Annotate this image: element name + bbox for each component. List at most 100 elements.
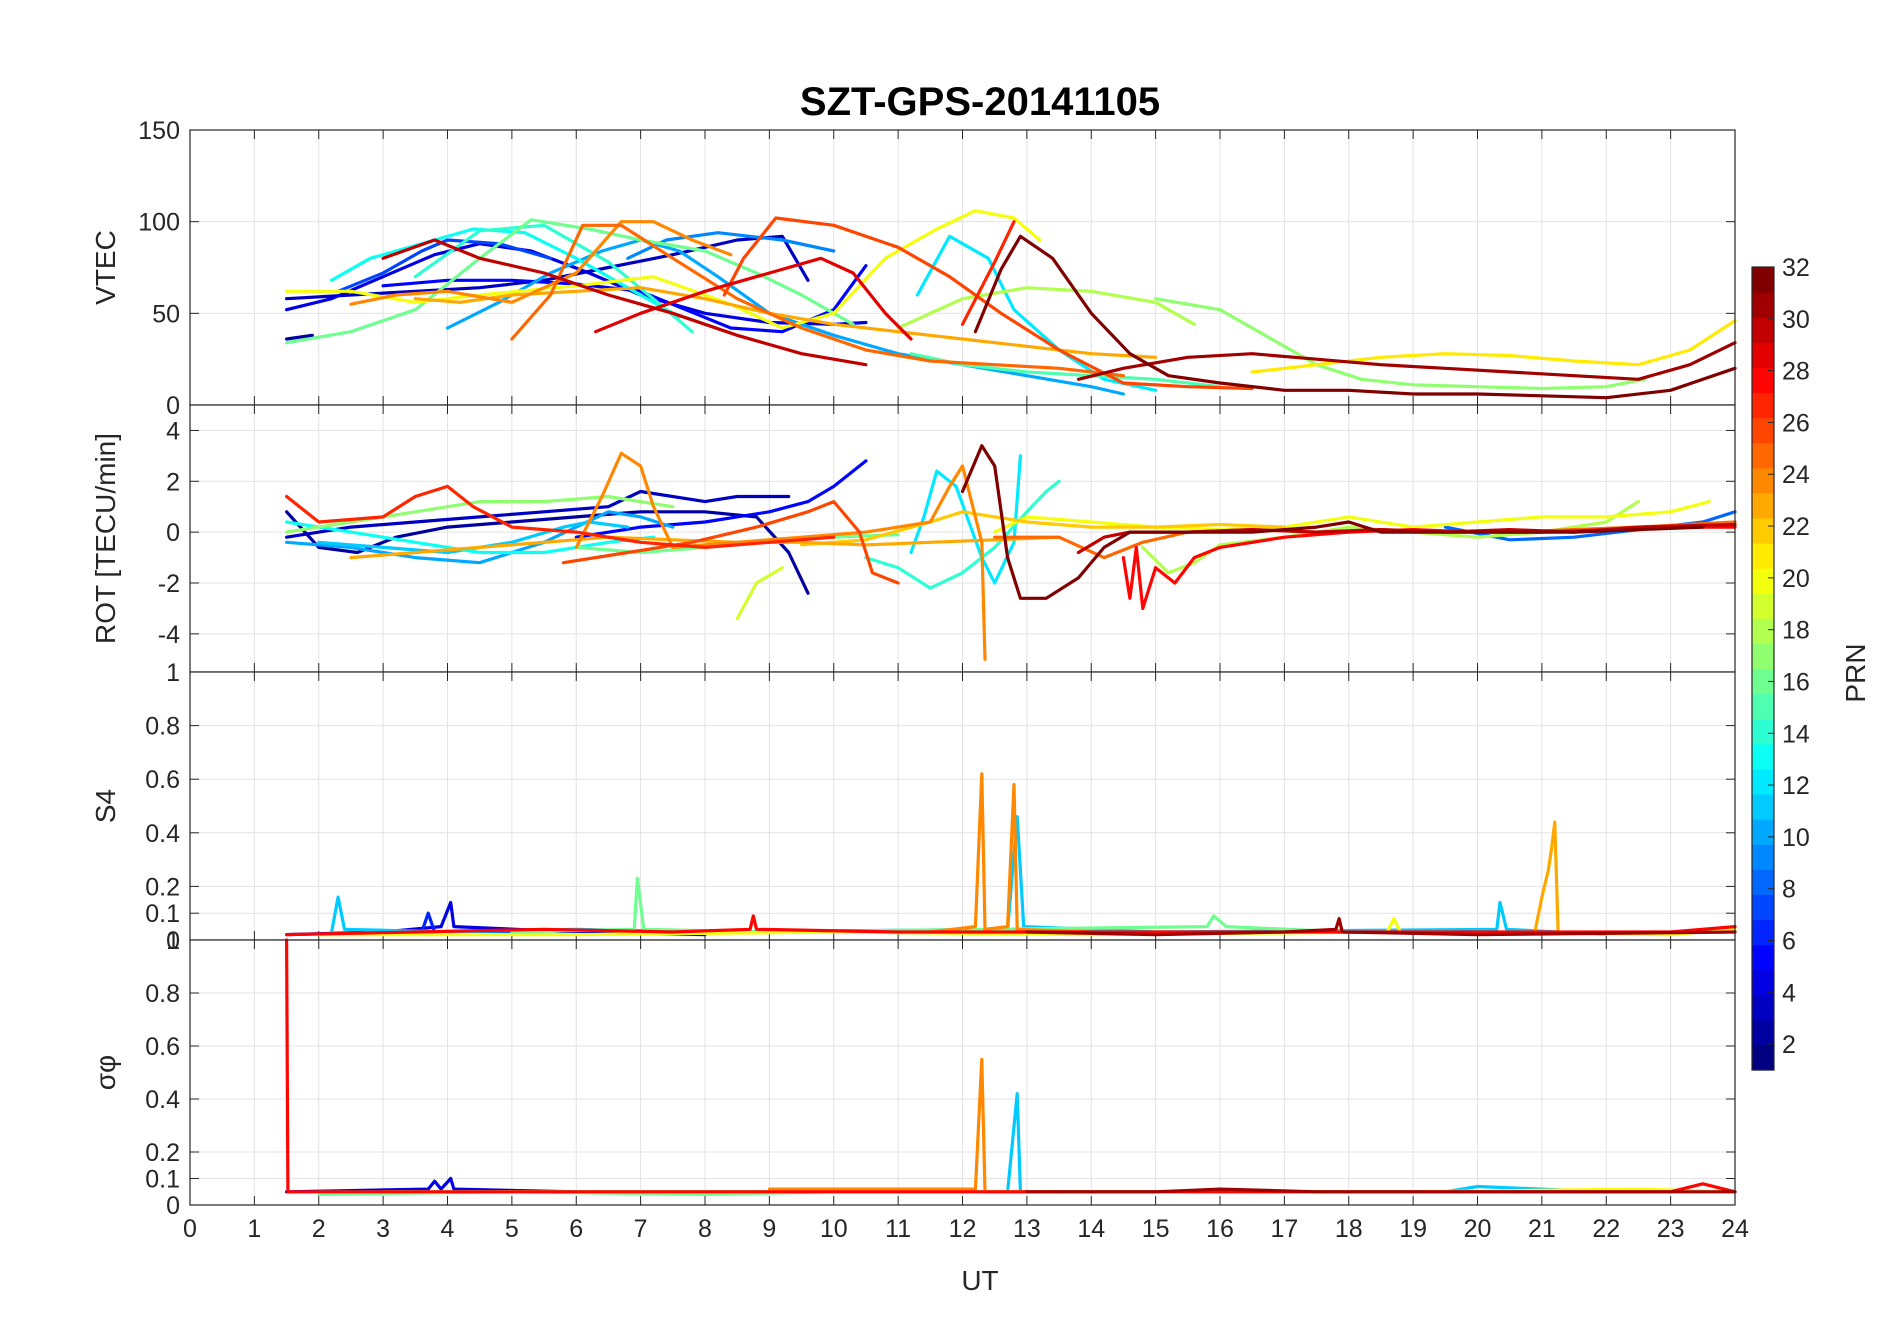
colorbar-tick-label: 10	[1782, 824, 1810, 852]
y-tick-label: 150	[138, 117, 180, 145]
series-line-prn-29	[594, 256, 913, 341]
colorbar-segment	[1752, 292, 1774, 318]
x-tick-label: 2	[312, 1215, 326, 1243]
x-tick-label: 13	[1013, 1215, 1041, 1243]
x-tick-label: 0	[183, 1215, 197, 1243]
series-line-prn-20	[993, 500, 1711, 534]
series-line-prn-5	[574, 459, 868, 539]
x-tick-label: 6	[569, 1215, 583, 1243]
x-tick-label: 11	[885, 1215, 911, 1243]
series-line-prn-25	[510, 223, 1125, 378]
series-line-prn-24	[574, 451, 987, 661]
y-tick-label: 0.1	[145, 900, 180, 928]
series-line-prn-8	[1443, 510, 1737, 542]
colorbar-segment	[1752, 643, 1774, 670]
colorbar-tick-label: 8	[1782, 876, 1796, 904]
colorbar-segment	[1752, 267, 1774, 293]
series-line-prn-27	[285, 484, 836, 549]
colorbar-segment	[1752, 543, 1774, 569]
colorbar-segment	[1752, 944, 1774, 971]
series-line-prn-17	[285, 494, 675, 534]
y-tick-label: 0.6	[145, 766, 180, 794]
series-line-prn-26	[722, 216, 1254, 391]
y-tick-label: 0.2	[145, 1139, 180, 1167]
y-tick-label: 0	[166, 1192, 180, 1220]
colorbar-segment	[1752, 342, 1774, 368]
series-line-prn-31	[1076, 341, 1737, 381]
colorbar-segment	[1752, 793, 1774, 820]
colorbar-segment	[1752, 442, 1774, 469]
colorbar-tick-label: 2	[1782, 1031, 1796, 1059]
colorbar-tick-label: 6	[1782, 927, 1796, 955]
series-line-prn-19	[735, 566, 784, 621]
colorbar-segment	[1752, 668, 1774, 695]
y-tick-label: 0	[166, 927, 180, 955]
colorbar-tick-label: 12	[1782, 772, 1810, 800]
y-tick-label: 0	[166, 519, 180, 547]
series-line-prn-10	[445, 238, 1125, 396]
y-tick-label: -2	[158, 570, 180, 598]
colorbar-segment	[1752, 994, 1774, 1021]
x-tick-label: 10	[820, 1215, 848, 1243]
x-tick-label: 12	[949, 1215, 977, 1243]
series-line-prn-17	[1154, 297, 1647, 391]
colorbar-frame	[1751, 266, 1775, 1071]
chart-title: SZT-GPS-20141105	[800, 80, 1160, 124]
y-tick-label: 0.8	[145, 980, 180, 1008]
y-tick-label: 0.8	[145, 713, 180, 741]
colorbar-segment	[1752, 367, 1774, 394]
colorbar-segment	[1752, 919, 1774, 946]
x-tick-label: 18	[1335, 1215, 1363, 1243]
x-tick-label: 23	[1657, 1215, 1685, 1243]
series-line-prn-4	[285, 1176, 578, 1194]
y-axis-label: σφ	[90, 1055, 121, 1090]
colorbar-segment	[1752, 969, 1774, 996]
y-tick-label: 1	[166, 659, 180, 687]
colorbar-tick-label: 18	[1782, 617, 1810, 645]
colorbar-tick-label: 20	[1782, 565, 1810, 593]
colorbar-segment	[1752, 819, 1774, 845]
series-line-prn-31	[1025, 917, 1737, 937]
colorbar-segment	[1752, 693, 1774, 720]
x-tick-label: 19	[1399, 1215, 1427, 1243]
series-line-prn-2	[285, 333, 314, 341]
colorbar-segment	[1752, 392, 1774, 419]
y-tick-label: -4	[158, 621, 180, 649]
series-line-prn-16	[285, 218, 855, 345]
x-tick-label: 5	[505, 1215, 519, 1243]
colorbar-segment	[1752, 1044, 1774, 1071]
colorbar-segment	[1752, 1019, 1774, 1046]
series-line-prn-14	[413, 223, 694, 334]
series-line-prn-4	[285, 242, 868, 326]
x-tick-label: 8	[698, 1215, 712, 1243]
panel-rot: -4 -2 0 2 4 ROT [TECU/min]	[90, 404, 1737, 673]
series-line-prn-23	[1533, 820, 1560, 931]
colorbar-segment	[1752, 593, 1774, 619]
series-line-prn-32	[973, 234, 1737, 400]
colorbar-segment	[1752, 718, 1774, 745]
y-tick-label: 50	[152, 300, 180, 328]
x-tick-label: 16	[1206, 1215, 1234, 1243]
colorbar-tick-label: 22	[1782, 513, 1810, 541]
colorbar-segment	[1752, 618, 1774, 645]
series-lines	[285, 772, 1737, 937]
colorbar-tick-label: 30	[1782, 306, 1810, 334]
y-axis-label: ROT [TECU/min]	[90, 433, 121, 644]
x-tick-label: 24	[1721, 1215, 1749, 1243]
series-lines	[285, 444, 1737, 661]
panel-frame	[189, 939, 1736, 1206]
series-line-prn-32	[960, 444, 1705, 600]
series-line-prn-28	[285, 914, 1737, 937]
series-line-prn-26	[561, 500, 900, 585]
series-line-prn-13	[285, 520, 656, 555]
colorbar-segment	[1752, 467, 1774, 494]
series-line-prn-18	[896, 286, 1196, 330]
y-tick-label: 0.4	[145, 820, 180, 848]
colorbar-tick-label: 26	[1782, 409, 1810, 437]
colorbar-segment	[1752, 869, 1774, 895]
x-tick-label: 17	[1270, 1215, 1298, 1243]
